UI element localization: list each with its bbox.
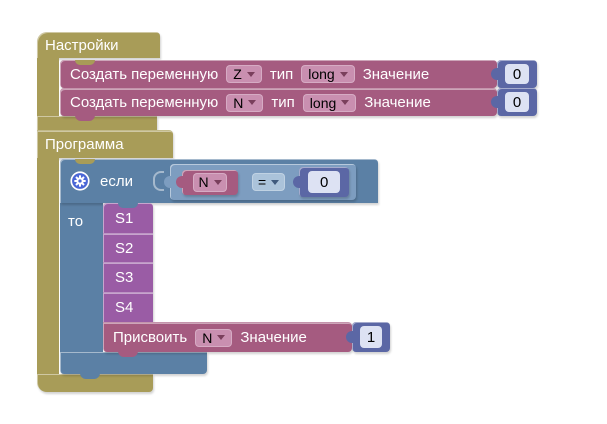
settings-block-header[interactable]: Настройки <box>37 32 160 58</box>
variable-name-value: N <box>233 94 244 111</box>
value-label: Значение <box>364 94 431 111</box>
bottom-tab <box>75 115 95 121</box>
program-block-header[interactable]: Программа <box>37 130 173 158</box>
settings-title: Настройки <box>45 36 119 54</box>
then-label: то <box>68 213 84 230</box>
top-notch <box>118 203 138 208</box>
program-block-spine[interactable] <box>37 158 59 374</box>
number-value-block[interactable]: 1 <box>346 322 390 352</box>
variable-type-dropdown[interactable]: long <box>302 93 357 112</box>
puzzle-tab <box>491 68 501 80</box>
statement-block-s1[interactable]: S1 <box>103 203 153 233</box>
if-block-footer[interactable] <box>60 352 207 379</box>
number-value-field[interactable]: 1 <box>360 326 382 348</box>
statement-block-s4[interactable]: S4 <box>103 292 153 327</box>
chevron-down-icon <box>339 71 348 77</box>
if-keyword-label: если <box>100 172 133 190</box>
statement-label: S2 <box>115 239 134 257</box>
program-title: Программа <box>45 136 124 153</box>
variable-name-dropdown[interactable]: Z <box>226 65 262 83</box>
puzzle-tab <box>164 176 174 188</box>
number-value-field[interactable]: 0 <box>505 92 529 112</box>
top-notch <box>75 159 95 164</box>
program-block-footer[interactable] <box>37 374 153 392</box>
top-notch <box>75 60 95 65</box>
statement-block-s3[interactable]: S3 <box>103 262 153 292</box>
statement-block-s2[interactable]: S2 <box>103 233 153 262</box>
variable-name-value: N <box>198 174 209 190</box>
chevron-down-icon <box>341 100 350 105</box>
puzzle-tab <box>176 176 186 188</box>
number-value-block[interactable]: 0 <box>293 167 350 197</box>
number-value-field[interactable]: 0 <box>308 171 341 193</box>
bottom-tab <box>80 373 100 379</box>
type-label: тип <box>271 94 295 111</box>
statement-label: S3 <box>115 269 134 286</box>
statement-label: S4 <box>115 299 134 316</box>
input-socket <box>152 171 164 191</box>
type-label: тип <box>269 65 294 83</box>
puzzle-tab <box>293 176 304 188</box>
variable-type-dropdown[interactable]: long <box>301 65 355 83</box>
operator-dropdown[interactable]: = <box>252 173 286 191</box>
if-block-header[interactable]: если N = 0 <box>60 159 378 203</box>
assign-label: Присвоить <box>113 329 188 346</box>
settings-block-spine[interactable] <box>37 58 59 116</box>
variable-dropdown[interactable]: N <box>193 172 227 192</box>
puzzle-tab <box>491 96 501 108</box>
create-variable-block-n[interactable]: Создать переменную N тип long Значение <box>60 88 497 121</box>
chevron-down-icon <box>217 335 226 340</box>
create-variable-label: Создать переменную <box>70 94 219 111</box>
create-variable-block-z[interactable]: Создать переменную Z тип long Значение <box>60 60 497 88</box>
operator-value: = <box>258 174 267 190</box>
number-value-block[interactable]: 0 <box>491 60 537 88</box>
variable-get-block[interactable]: N <box>176 169 238 195</box>
settings-block-footer[interactable] <box>37 116 157 130</box>
if-block-spine[interactable]: то <box>60 203 103 352</box>
chevron-down-icon <box>271 179 280 185</box>
value-label: Значение <box>240 329 307 346</box>
bottom-tab <box>118 351 138 357</box>
mutator-gear-icon[interactable] <box>70 171 90 191</box>
number-value-block[interactable]: 0 <box>491 88 537 116</box>
variable-name-dropdown[interactable]: N <box>195 328 233 347</box>
variable-name-dropdown[interactable]: N <box>226 93 264 112</box>
logic-compare-block[interactable]: N = 0 <box>164 164 356 200</box>
chevron-down-icon <box>248 100 257 105</box>
number-value-field[interactable]: 0 <box>505 64 529 84</box>
puzzle-tab <box>346 331 356 343</box>
statement-label: S1 <box>115 209 134 227</box>
variable-name-value: Z <box>233 66 242 82</box>
variable-type-value: long <box>309 94 337 111</box>
assign-variable-block[interactable]: Присвоить N Значение <box>103 322 352 357</box>
chevron-down-icon <box>246 71 255 77</box>
chevron-down-icon <box>213 179 222 185</box>
variable-name-value: N <box>202 329 213 346</box>
variable-type-value: long <box>308 66 335 82</box>
create-variable-label: Создать переменную <box>70 65 219 83</box>
value-label: Значение <box>362 65 430 83</box>
